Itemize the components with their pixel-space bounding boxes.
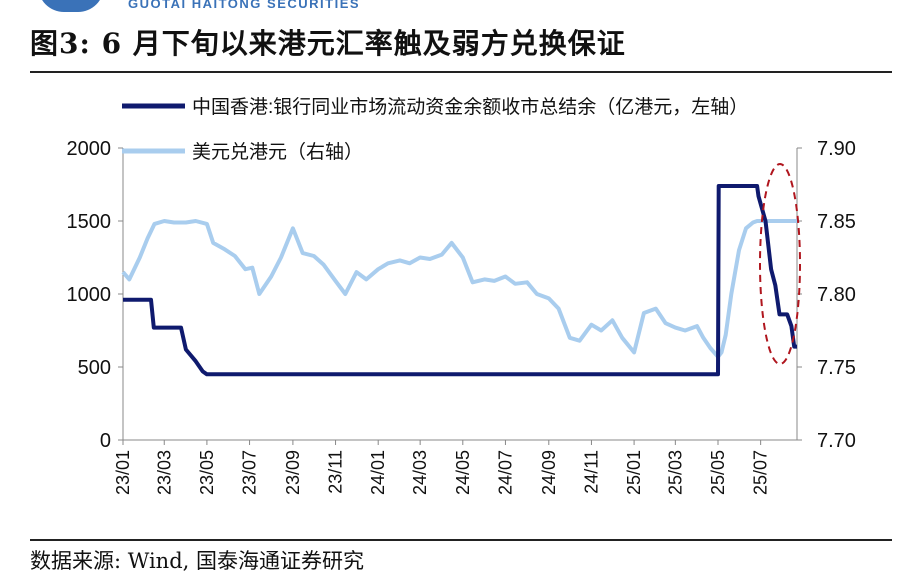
company-logo-text: GUOTAI HAITONG SECURITIES [128,0,361,11]
x-tick-label: 24/11 [581,450,601,494]
right-y-tick-label: 7.80 [817,284,856,306]
figure-source-note: 数据来源: Wind, 国泰海通证券研究 [30,549,364,573]
x-tick-label: 24/05 [453,450,473,495]
figure-title: 图3: 6 月下旬以来港元汇率触及弱方兑换保证 [30,27,626,60]
highlight-ellipse [759,163,801,365]
x-tick-label: 24/01 [368,450,388,495]
source-rule [30,539,892,541]
hkd-aggregate-balance-series-line [123,184,797,377]
left-y-tick-label: 2000 [67,138,112,160]
dual-axis-line-chart: 0 500 1000 1500 2000 7.70 7.75 7.80 7.85 7.90 23/0… [67,96,856,495]
x-tick-label: 25/05 [708,450,728,495]
usd-hkd-series-line [121,219,797,359]
x-tick-label: 24/03 [410,450,430,495]
report-header-band: GUOTAI HAITONG SECURITIES [0,0,904,12]
chart-series [121,184,797,377]
chart-axes: 0 500 1000 1500 2000 7.70 7.75 7.80 7.85 7.90 23/0… [67,138,856,495]
x-tick-label: 24/09 [539,450,559,495]
left-y-tick-label: 1000 [67,284,112,306]
chart-annotations [759,163,801,365]
left-y-tick-label: 0 [100,430,111,452]
company-logo-icon [38,0,104,12]
x-tick-label: 24/07 [495,450,515,495]
x-tick-label: 23/11 [326,450,346,494]
x-tick-label: 23/01 [113,450,133,495]
x-tick-label: 25/01 [624,450,644,495]
right-y-tick-label: 7.90 [817,138,856,160]
x-tick-label: 23/09 [283,450,303,495]
x-tick-label: 23/05 [197,450,217,495]
legend-label-aggregate-balance: 中国香港:银行同业市场流动资金余额收市总结余（亿港元，左轴） [192,96,748,118]
x-tick-label: 25/03 [665,450,685,495]
right-y-tick-label: 7.70 [817,430,856,452]
x-tick-label: 23/03 [154,450,174,495]
legend-label-usd-hkd: 美元兑港元（右轴） [192,141,363,163]
left-y-tick-label: 1500 [67,211,112,233]
x-tick-label: 23/07 [240,450,260,495]
x-tick-label: 25/07 [751,450,771,495]
right-y-tick-label: 7.75 [817,357,856,379]
chart-legend: 中国香港:银行同业市场流动资金余额收市总结余（亿港元，左轴） 美元兑港元（右轴） [122,96,748,163]
left-y-tick-label: 500 [78,357,111,379]
title-rule [30,71,892,73]
right-y-tick-label: 7.85 [817,211,856,233]
